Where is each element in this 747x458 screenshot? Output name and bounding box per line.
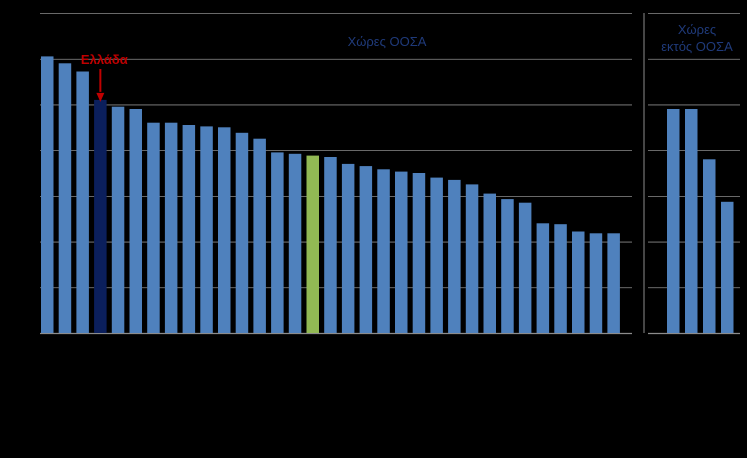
oecd-bar (111, 106, 125, 333)
non-oecd-bar (685, 109, 698, 333)
arrow-head (96, 92, 105, 102)
oecd-bar (518, 202, 532, 333)
oecd-bar (288, 153, 302, 333)
oecd-bar (41, 56, 54, 334)
oecd-bar (607, 233, 620, 333)
oecd-bar (430, 177, 443, 333)
oecd-bar (554, 224, 567, 333)
oecd-bar (589, 233, 603, 333)
bars (41, 56, 734, 334)
oecd-bar (147, 122, 160, 333)
oecd-bar (572, 231, 585, 333)
oecd-bar (448, 179, 461, 333)
oecd-bar (465, 184, 479, 333)
oecd-bar (395, 171, 408, 333)
oecd-bar (483, 193, 496, 333)
oecd-panel-label: Χώρες ΟΟΣΑ (348, 34, 427, 49)
oecd-bar (235, 132, 249, 333)
oecd-bar (253, 138, 266, 333)
greece-annotation-label: Ελλάδα (81, 52, 128, 67)
oecd-bar (94, 99, 107, 334)
non-oecd-bar (703, 159, 716, 333)
gridlines (40, 13, 740, 335)
oecd-bar (536, 223, 550, 333)
oecd-bar (306, 155, 319, 333)
oecd-bar (359, 166, 373, 333)
oecd-bar (129, 109, 142, 333)
oecd-bar (200, 126, 213, 334)
oecd-bar (501, 199, 514, 333)
oecd-bar (58, 63, 72, 334)
oecd-bar (412, 173, 426, 333)
oecd-bar (341, 163, 355, 333)
oecd-bar (164, 122, 178, 333)
non-oecd-bar (667, 109, 680, 333)
non-oecd-panel-label-line2: εκτός ΟΟΣΑ (661, 39, 733, 54)
oecd-bar (218, 127, 231, 333)
oecd-bar (324, 157, 337, 333)
non-oecd-panel-label-line1: Χώρες (678, 22, 716, 37)
non-oecd-bar (721, 201, 734, 333)
oecd-bar (377, 169, 390, 333)
oecd-bar (76, 71, 89, 333)
oecd-bar (182, 125, 196, 333)
oecd-bar (271, 152, 284, 333)
greece-annotation-arrow (96, 69, 105, 102)
